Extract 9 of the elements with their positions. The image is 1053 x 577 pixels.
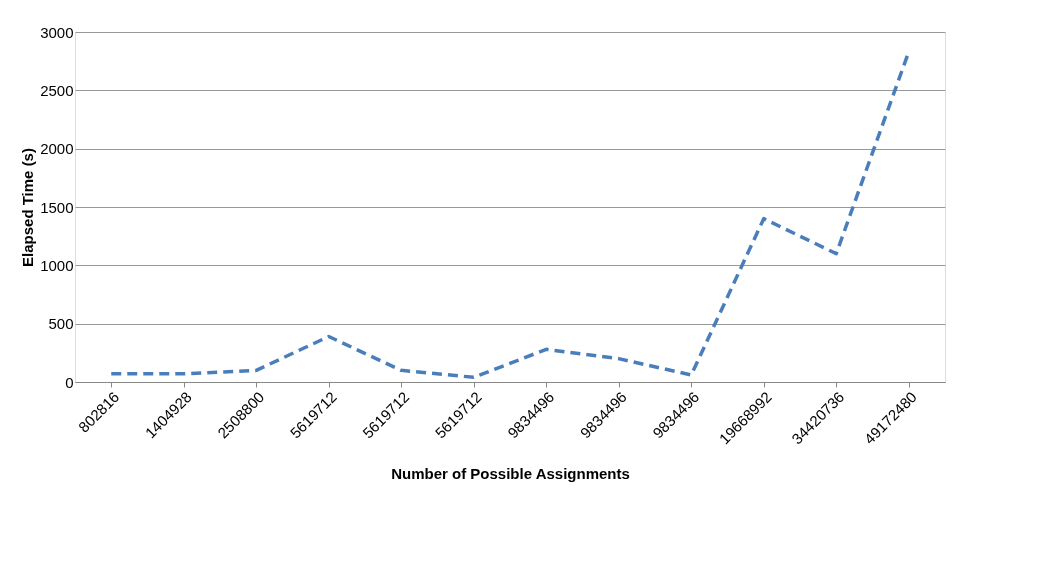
y-axis-title: Elapsed Time (s) [19,148,37,267]
y-tick-label: 1500 [40,198,74,216]
x-axis-title: Number of Possible Assignments [391,465,630,483]
y-tick-label: 500 [48,315,74,333]
y-tick-label: 2500 [40,81,74,99]
y-tick-label: 2000 [40,140,74,158]
y-tick-label: 1000 [40,256,74,274]
y-tick-label: 0 [65,373,74,391]
y-tick-label: 3000 [40,23,74,41]
